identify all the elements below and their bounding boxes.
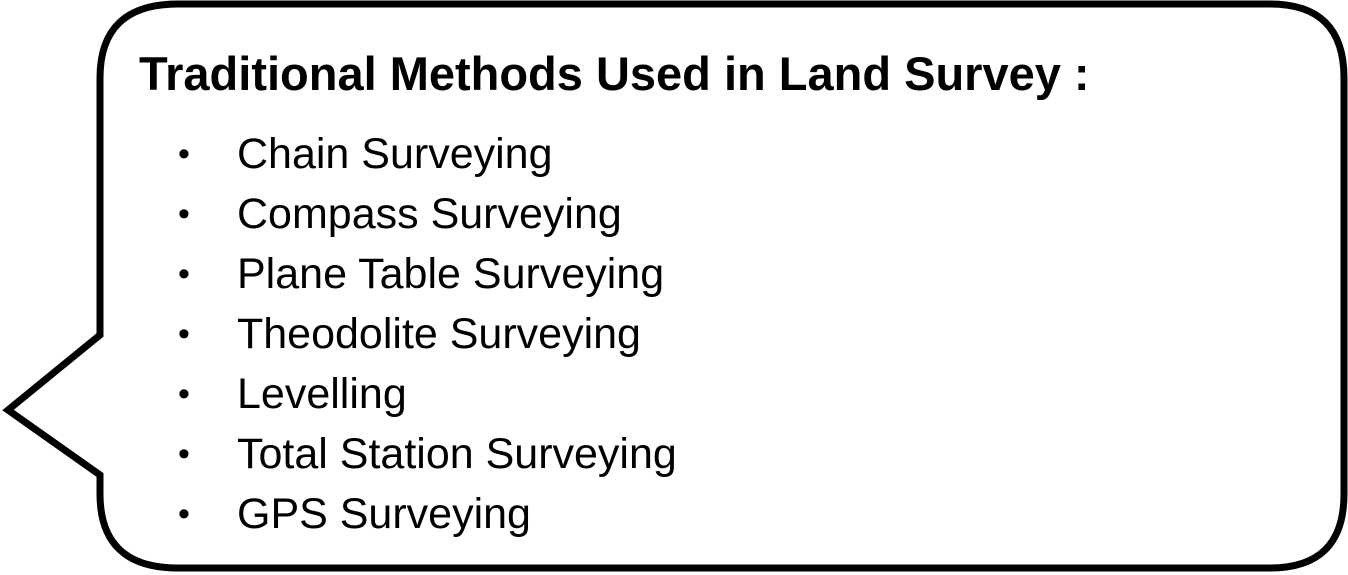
bullet-icon: • — [178, 195, 190, 233]
list-item-label: Total Station Surveying — [237, 430, 677, 478]
bullet-icon: • — [178, 375, 190, 413]
list-item-label: Levelling — [237, 370, 407, 418]
bullet-icon: • — [178, 255, 190, 293]
callout-title: Traditional Methods Used in Land Survey … — [139, 47, 1090, 100]
list-item-label: Theodolite Surveying — [237, 310, 641, 358]
bullet-icon: • — [178, 435, 190, 473]
list-item-label: Plane Table Surveying — [237, 250, 665, 298]
bullet-icon: • — [178, 315, 190, 353]
bullet-icon: • — [178, 495, 190, 533]
list-item-label: GPS Surveying — [237, 490, 531, 538]
list-item-label: Compass Surveying — [237, 190, 622, 238]
list-item-label: Chain Surveying — [237, 130, 553, 178]
bullet-icon: • — [178, 135, 190, 173]
